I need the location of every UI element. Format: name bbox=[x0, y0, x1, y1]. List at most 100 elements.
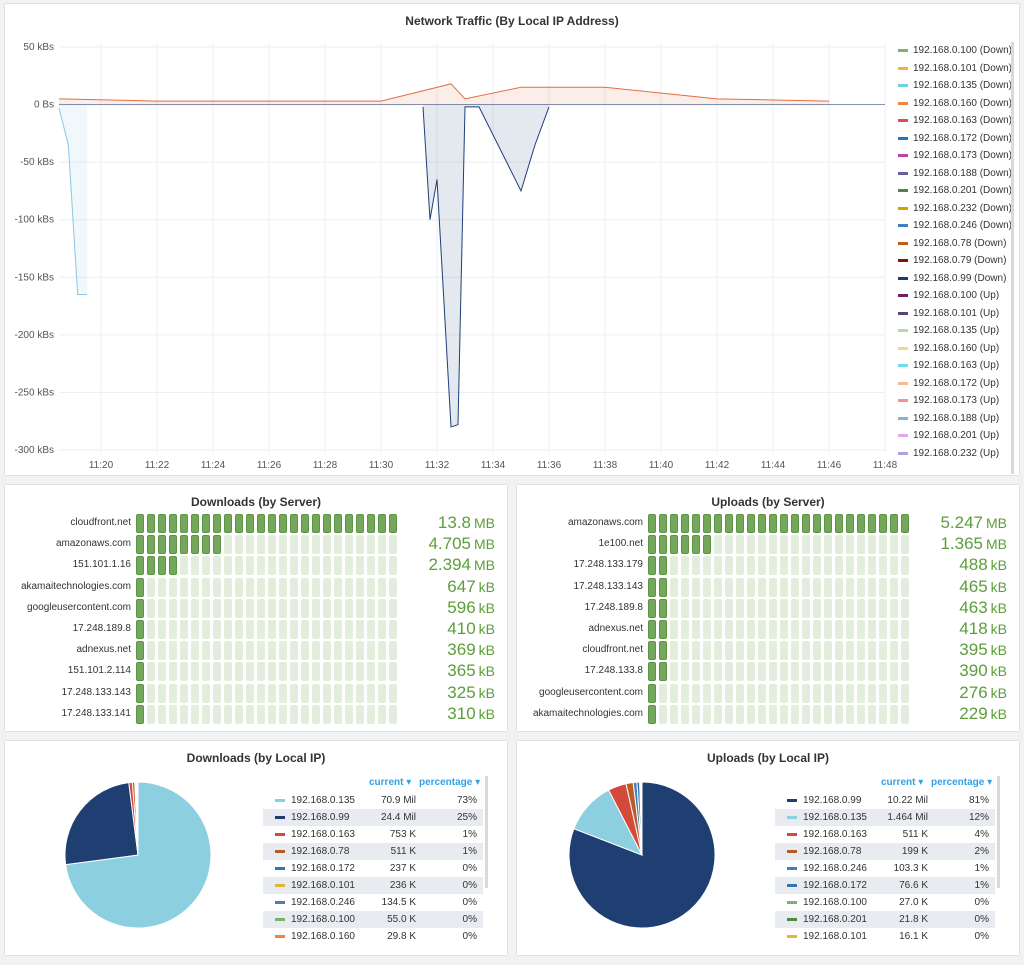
pie-legend-row[interactable]: 192.168.0.135 1.464 Mil 12% bbox=[775, 809, 995, 826]
legend-item[interactable]: 192.168.0.101 (Down) bbox=[898, 60, 1011, 78]
gauge-cell bbox=[191, 556, 199, 576]
gauge-cell bbox=[257, 577, 265, 597]
x-tick-label: 11:40 bbox=[649, 460, 674, 471]
pie-legend-row[interactable]: 192.168.0.246 103.3 K 1% bbox=[775, 860, 995, 877]
legend-item[interactable]: 192.168.0.188 (Down) bbox=[898, 165, 1011, 183]
legend-item[interactable]: 192.168.0.135 (Down) bbox=[898, 77, 1011, 95]
legend-item[interactable]: 192.168.0.246 (Down) bbox=[898, 217, 1011, 235]
y-tick-label: -50 kBs bbox=[20, 157, 54, 168]
pie-legend-row[interactable]: 192.168.0.201 21.8 K 0% bbox=[775, 911, 995, 928]
legend-item[interactable]: 192.168.0.173 (Down) bbox=[898, 147, 1011, 165]
legend-item[interactable]: 192.168.0.99 (Down) bbox=[898, 270, 1011, 288]
legend-item[interactable]: 192.168.0.232 (Up) bbox=[898, 445, 1011, 463]
pie-legend-row[interactable]: 192.168.0.78 511 K 1% bbox=[263, 843, 483, 860]
pie-legend-row[interactable]: 192.168.0.246 134.5 K 0% bbox=[263, 894, 483, 911]
gauge-cell bbox=[191, 704, 199, 724]
x-tick-label: 11:30 bbox=[369, 460, 394, 471]
pie-legend-row[interactable]: 192.168.0.160 29.8 K 0% bbox=[263, 928, 483, 945]
legend-item[interactable]: 192.168.0.101 (Up) bbox=[898, 305, 1011, 323]
gauge-cell bbox=[681, 704, 689, 724]
gauge-cell bbox=[202, 577, 210, 597]
legend-item[interactable]: 192.168.0.100 (Up) bbox=[898, 287, 1011, 305]
gauge-cell bbox=[802, 598, 810, 618]
gauge-cell bbox=[301, 577, 309, 597]
pie-legend-row[interactable]: 192.168.0.172 237 K 0% bbox=[263, 860, 483, 877]
legend-item[interactable]: 192.168.0.163 (Up) bbox=[898, 357, 1011, 375]
gauge-cell bbox=[136, 577, 144, 597]
table-scrollbar[interactable] bbox=[485, 776, 488, 888]
gauge-cell bbox=[323, 683, 331, 703]
legend-item[interactable]: 192.168.0.160 (Down) bbox=[898, 95, 1011, 113]
pie-legend-row[interactable]: 192.168.0.100 27.0 K 0% bbox=[775, 894, 995, 911]
gauge-cell bbox=[824, 556, 832, 576]
legend-item[interactable]: 192.168.0.78 (Down) bbox=[898, 235, 1011, 253]
table-scrollbar[interactable] bbox=[997, 776, 1000, 888]
gauge-cell bbox=[224, 577, 232, 597]
legend-item[interactable]: 192.168.0.100 (Down) bbox=[898, 42, 1011, 60]
panel-title[interactable]: Network Traffic (By Local IP Address) bbox=[405, 14, 619, 28]
pie-slice[interactable] bbox=[64, 782, 139, 866]
legend-item[interactable]: 192.168.0.160 (Up) bbox=[898, 340, 1011, 358]
gauge-cell bbox=[345, 514, 353, 533]
pie-legend-row[interactable]: 192.168.0.100 55.0 K 0% bbox=[263, 911, 483, 928]
pie-slice[interactable] bbox=[568, 781, 716, 929]
pie-slice[interactable] bbox=[640, 781, 643, 856]
gauge-cell bbox=[747, 662, 755, 682]
gauge-cell bbox=[692, 514, 700, 533]
pie-legend-row[interactable]: 192.168.0.172 76.6 K 1% bbox=[775, 877, 995, 894]
gauge-cell bbox=[659, 577, 667, 597]
gauge-cell bbox=[334, 556, 342, 576]
legend-item[interactable]: 192.168.0.232 (Down) bbox=[898, 200, 1011, 218]
gauge-cell bbox=[213, 704, 221, 724]
gauge-cell bbox=[356, 535, 364, 555]
pie-legend-row[interactable]: 192.168.0.99 24.4 Mil 25% bbox=[263, 809, 483, 826]
pie-legend-row[interactable]: 192.168.0.163 511 K 4% bbox=[775, 826, 995, 843]
legend-item[interactable]: 192.168.0.201 (Down) bbox=[898, 182, 1011, 200]
legend-item[interactable]: 192.168.0.135 (Up) bbox=[898, 322, 1011, 340]
gauge-cell bbox=[703, 535, 711, 555]
column-header-current[interactable]: current ▾ bbox=[881, 777, 924, 788]
legend-label: 192.168.0.163 (Up) bbox=[913, 360, 1000, 372]
gauge-cell bbox=[345, 535, 353, 555]
gauge-cell bbox=[213, 577, 221, 597]
gauge-cell bbox=[648, 598, 656, 618]
pie-legend-row[interactable]: 192.168.0.135 70.9 Mil 73% bbox=[263, 792, 483, 809]
legend-item[interactable]: 192.168.0.188 (Up) bbox=[898, 410, 1011, 428]
uploads-by-local-ip-panel: Uploads (by Local IP) current ▾ percenta… bbox=[516, 740, 1020, 956]
legend-item[interactable]: 192.168.0.173 (Up) bbox=[898, 392, 1011, 410]
gauge-cell bbox=[345, 577, 353, 597]
server-label: 17.248.133.179 bbox=[573, 559, 643, 571]
panel-title[interactable]: Uploads (by Local IP) bbox=[706, 751, 829, 765]
gauge-cell bbox=[824, 683, 832, 703]
pie-chart bbox=[568, 781, 716, 929]
gauge-cell bbox=[224, 704, 232, 724]
pie-legend-row[interactable]: 192.168.0.99 10.22 Mil 81% bbox=[775, 792, 995, 809]
gauge-cell bbox=[202, 556, 210, 576]
gauge-cell bbox=[659, 683, 667, 703]
column-header-percentage[interactable]: percentage ▾ bbox=[419, 777, 481, 788]
pie-legend-row[interactable]: 192.168.0.101 236 K 0% bbox=[263, 877, 483, 894]
pie-legend-row[interactable]: 192.168.0.163 753 K 1% bbox=[263, 826, 483, 843]
legend-swatch bbox=[898, 294, 908, 298]
pie-legend-row[interactable]: 192.168.0.101 16.1 K 0% bbox=[775, 928, 995, 945]
column-header-current[interactable]: current ▾ bbox=[369, 777, 412, 788]
legend-item[interactable]: 192.168.0.172 (Up) bbox=[898, 375, 1011, 393]
gauge-cell bbox=[890, 598, 898, 618]
ip-label: 192.168.0.99 bbox=[803, 795, 862, 806]
gauge-cell bbox=[158, 535, 166, 555]
panel-title[interactable]: Downloads (by Local IP) bbox=[186, 751, 326, 765]
legend-item[interactable]: 192.168.0.172 (Down) bbox=[898, 130, 1011, 148]
ip-label: 192.168.0.172 bbox=[803, 880, 867, 891]
legend-item[interactable]: 192.168.0.79 (Down) bbox=[898, 252, 1011, 270]
legend-item[interactable]: 192.168.0.163 (Down) bbox=[898, 112, 1011, 130]
column-header-percentage[interactable]: percentage ▾ bbox=[931, 777, 993, 788]
gauge-cell bbox=[835, 556, 843, 576]
gauge-cell bbox=[367, 683, 375, 703]
gauge-cell bbox=[279, 662, 287, 682]
gauge-cell bbox=[224, 683, 232, 703]
pie-legend-row[interactable]: 192.168.0.78 199 K 2% bbox=[775, 843, 995, 860]
panel-title[interactable]: Uploads (by Server) bbox=[711, 495, 825, 509]
panel-title[interactable]: Downloads (by Server) bbox=[190, 495, 322, 509]
legend-item[interactable]: 192.168.0.201 (Up) bbox=[898, 427, 1011, 445]
gauge-unit: MB bbox=[986, 536, 1007, 553]
